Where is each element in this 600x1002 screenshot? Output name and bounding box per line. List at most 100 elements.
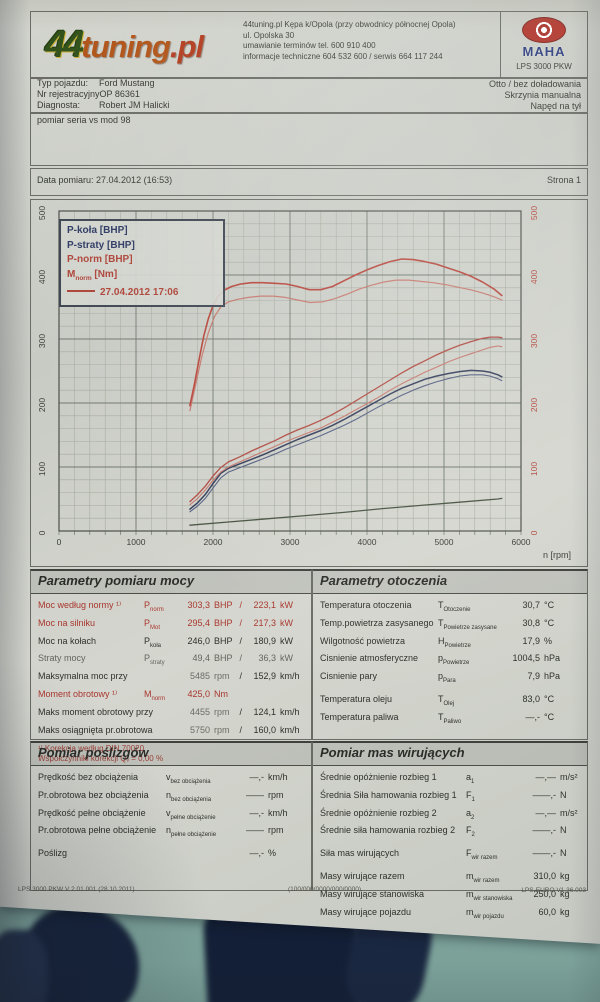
series-p-norm-run-2-bhp-	[189, 345, 503, 506]
legend-item: P-koła [BHP]	[67, 225, 128, 236]
ambient-table: Parametry otoczenia Temperatura otoczeni…	[312, 569, 588, 740]
legend-line-sample	[67, 289, 95, 292]
y-tick-label-left: 400	[37, 270, 47, 284]
table-row: Maks osiągnięta pr.obrotowa 5750 rpm/160,0…	[38, 724, 300, 735]
page-number: Strona 1	[546, 175, 581, 185]
x-tick-label: 4000	[358, 537, 377, 547]
footer-left: LPS 3000 PKW V 2.01.001 (28.10.2011)	[18, 886, 135, 893]
vehicle-row: Typ pojazdu: Ford Mustang	[37, 78, 587, 89]
address-line: informacje techniczne 604 532 600 / serw…	[243, 51, 443, 61]
drivetrain-line: Napęd na tył	[530, 101, 581, 111]
table-row: Poślizg —,-%	[38, 848, 277, 859]
y-tick-label-right: 0	[529, 530, 539, 535]
measurement-date: Data pomiaru: 27.04.2012 (16:53)	[37, 175, 173, 185]
date-box: Data pomiaru: 27.04.2012 (16:53) Strona …	[30, 168, 588, 196]
comment-box: pomiar seria vs mod 98	[30, 112, 588, 166]
table-row: Pr.obrotowa bez obciążenia nbez obciążeni…	[38, 789, 284, 803]
power-rows: Moc według normy ¹⁾ Pnorm 303,3 BHP/223,1 kW…	[31, 594, 311, 737]
legend-item: Mnorm [Nm]	[67, 268, 118, 282]
y-tick-label-right: 400	[529, 270, 539, 284]
table-row: Straty mocy Pstraty 49,4 BHP/36,3 kW	[38, 653, 293, 667]
table-row: Moc na silniku PMot 295,4 BHP/217,3 kW	[38, 617, 293, 631]
slip-table: Pomiar poślizgów Prędkość bez obciążenia…	[30, 741, 312, 891]
x-tick-label: 6000	[512, 537, 531, 547]
series-p-norm-run-1-bhp-	[189, 336, 503, 503]
address-line: umawianie terminów tel. 600 910 400	[243, 41, 376, 50]
vehicle-label: Typ pojazdu:	[37, 78, 89, 88]
series-m-norm-run-1-nm-	[189, 258, 503, 407]
table-row: Temperatura paliwa TPaliwo —,- °C	[320, 711, 555, 725]
table-row: Moc na kołach Pkoła 246,0 BHP/180,9 kW	[38, 635, 293, 649]
x-axis-title: n [rpm]	[543, 550, 571, 560]
table-row: Cisnienie pary pPara 7,9 hPa	[320, 671, 561, 684]
footnote-line: Współczynniki korekcji Qᵥ = 0,00 %	[38, 754, 164, 764]
y-tick-label-right: 500	[529, 206, 539, 220]
logo-tuning: tuning	[81, 29, 171, 64]
x-tick-label: 2000	[204, 537, 223, 547]
y-tick-label-left: 500	[37, 206, 47, 220]
table-row: Siła mas wirujących Fwir razem ——,- N	[320, 848, 567, 861]
measurement-comment: pomiar seria vs mod 98	[37, 115, 131, 125]
footer-center: (100/000/0000/000/0000)	[288, 886, 362, 893]
logo-pl: .pl	[169, 29, 204, 64]
table-row: Temperatura oleju TOlej 83,0 °C	[320, 693, 555, 707]
series-p-ko-a-run-1-bhp-	[189, 369, 503, 510]
maha-model: LPS 3000 PKW	[516, 62, 572, 71]
table-row: Średnie opóżnienie rozbieg 1 a1 —,— m/s²	[320, 772, 578, 785]
table-row: Moc według normy ¹⁾ Pnorm 303,3 BHP/223,1 kW	[38, 600, 293, 613]
y-tick-label-right: 300	[529, 334, 539, 348]
table-row: Cisnienie atmosferyczne pPowietrze 1004,5 h…	[320, 653, 561, 667]
table-row: Masy wirujące razem mwir razem 310,0 kg	[320, 870, 570, 884]
vehicle-row: Nr rejestracyjnyOP 86361	[37, 89, 587, 100]
drivetrain-line: Skrzynia manualna	[504, 90, 581, 100]
section-title: Pomiar mas wirujących	[313, 743, 587, 766]
section-title: Pomiar poślizgów	[31, 743, 311, 766]
drivetrain-line: Otto / bez doładowania	[488, 79, 581, 89]
power-table: Parametry pomiaru mocy Moc według normy …	[30, 569, 312, 763]
printout-footer: LPS 3000 PKW V 2.01.001 (28.10.2011) (10…	[18, 886, 586, 894]
x-tick-label: 0	[57, 537, 62, 547]
x-tick-label: 1000	[127, 537, 146, 547]
logo-44: 44	[45, 24, 84, 66]
company-address: 44tuning.pl Kępa k/Opola (przy obwodnicy…	[243, 20, 511, 62]
legend-item: P-straty [BHP]	[67, 239, 135, 251]
shadow-blob	[0, 930, 48, 1002]
footnote-line: ¹⁾ Korekcja według DIN 70020	[38, 743, 145, 753]
drivetrain-info: Otto / bez doładowania Skrzynia manualna…	[489, 79, 581, 112]
table-row: Średnie opóżnienie rozbieg 2 a2 —,— m/s²	[320, 807, 578, 821]
vehicle-value: Ford Mustang	[99, 78, 155, 88]
maha-box: MAHA LPS 3000 PKW	[500, 12, 587, 78]
y-tick-label-left: 0	[37, 530, 47, 535]
maha-eye-icon	[522, 17, 566, 43]
y-tick-label-left: 200	[37, 398, 47, 412]
header-box: 44tuning.pl 44tuning.pl Kępa k/Opola (pr…	[30, 11, 588, 79]
table-row: Masy wirujące stanowiska mwir stanowiska 2…	[320, 888, 570, 902]
vehicle-value: Robert JM Halicki	[99, 100, 170, 110]
y-tick-label-right: 200	[529, 398, 539, 412]
y-tick-label-left: 300	[37, 334, 47, 348]
section-title: Parametry pomiaru mocy	[31, 571, 311, 594]
table-row: Średnia Siła hamowania rozbieg 1 F1 ——,- N	[320, 789, 567, 803]
vehicle-row: Diagnosta: Robert JM Halicki	[37, 100, 587, 111]
table-row: Moment obrotowy ¹⁾ Mnorm 425,0 Nm	[38, 689, 228, 702]
x-tick-label: 5000	[435, 537, 454, 547]
table-row: Masy wirujące pojazdu mwir pojazdu 60,0 kg	[320, 906, 570, 920]
address-line: 44tuning.pl Kępa k/Opola (przy obwodnicy…	[243, 20, 456, 29]
footer-right: LPS-EURO V1.36.003	[521, 887, 586, 894]
table-row: Maks moment obrotowy przy 4455 rpm/124,1 km…	[38, 706, 300, 717]
table-row: Maksymalna moc przy 5485 rpm/152,9 km/h	[38, 671, 300, 682]
table-row: Wilgotność powietrza HPowietrze 17,9%	[320, 635, 553, 649]
y-tick-label-right: 100	[529, 462, 539, 476]
slip-rows: Prędkość bez obciążenia vbez obciążenia —,…	[31, 766, 311, 860]
series-m-norm-run-2-nm-	[189, 279, 503, 412]
vehicle-label: Nr rejestracyjny	[37, 89, 100, 99]
ambient-rows: Temperatura otoczenia TOtoczenie 30,7 °C Tem…	[313, 594, 587, 729]
vehicle-label: Diagnosta:	[37, 100, 81, 110]
table-row: Prędkość bez obciążenia vbez obciążenia —,…	[38, 772, 288, 785]
plot-frame	[58, 210, 522, 532]
chart-box: 0 1000 2000 3000 4000 5000 6000 0 0 100 100 200 200 3…	[30, 199, 588, 567]
series-p-ko-a-run-2-bhp-	[189, 374, 503, 513]
